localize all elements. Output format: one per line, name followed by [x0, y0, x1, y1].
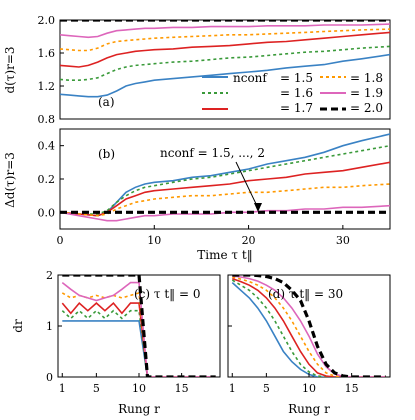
legend: nconf = 1.5 = 1.6 = 1.7 = 1.8 = 1.9 = 2.…	[202, 71, 383, 115]
xlabel-rung-d: Rung r	[288, 402, 330, 416]
legend-label-1.9: = 1.9	[350, 86, 383, 100]
ytick-label-b: 0.4	[38, 140, 56, 153]
ylabel-b: Δd(τ)r=3	[3, 152, 17, 208]
ytick-label-a: 0.8	[38, 113, 56, 126]
xtick-label-b: 10	[147, 234, 161, 247]
ytick-label-c: 1	[46, 320, 53, 333]
xtick-label-d: 15	[345, 382, 359, 395]
ytick-label-a: 2.0	[38, 14, 56, 27]
xtick-label-d: 10	[302, 382, 316, 395]
xtick-label-d: 1	[229, 382, 236, 395]
panel-c-plot	[61, 275, 216, 377]
panel-d-plot	[231, 275, 386, 377]
series-c-1-7	[61, 301, 216, 377]
ytick-label-a: 1.2	[38, 80, 56, 93]
panel-a-plot	[60, 20, 390, 98]
ylabel-a: d(τ)r=3	[3, 46, 17, 93]
panel-b-frame	[59, 128, 391, 230]
panel-b-label: (b)	[98, 147, 115, 161]
xtick-label-b: 20	[242, 234, 256, 247]
legend-label-1.6: = 1.6	[280, 86, 313, 100]
annotation-text: nconf = 1.5, ..., 2	[160, 146, 265, 160]
ytick-label-b: 0.0	[38, 206, 56, 219]
xtick-label-c: 15	[175, 382, 189, 395]
series-b-1-9	[60, 204, 390, 222]
panel-a-label: (a)	[98, 95, 115, 109]
xtick-label-d: 5	[263, 382, 270, 395]
series-b-1-7	[60, 161, 390, 217]
series-d-1-6	[231, 279, 386, 377]
series-a-1-5	[60, 53, 390, 98]
legend-label-1.5: = 1.5	[280, 71, 313, 85]
ytick-label-c: 0	[46, 371, 53, 384]
xlabel-rung-c: Rung r	[118, 402, 160, 416]
xtick-label-b: 0	[57, 234, 64, 247]
series-b-1-6	[60, 144, 390, 215]
series-d-1-7	[232, 277, 386, 377]
series-a-1-7	[60, 31, 390, 68]
xtick-label-b: 30	[336, 234, 350, 247]
xtick-label-c: 5	[93, 382, 100, 395]
legend-label-1.7: = 1.7	[280, 101, 313, 115]
series-a-1-9	[60, 23, 390, 39]
series-b-1-5	[60, 133, 390, 217]
series-c-1-9	[61, 281, 216, 377]
annotation-arrowhead	[254, 203, 262, 212]
series-a-1-6	[60, 45, 390, 81]
xtick-label-c: 10	[132, 382, 146, 395]
ytick-label-b: 0.2	[38, 173, 56, 186]
panel-b-plot	[60, 133, 390, 222]
series-d-1-9	[232, 275, 386, 377]
ytick-label-c: 2	[46, 269, 53, 282]
series-d-1-8	[232, 276, 386, 377]
ylabel-c: dr	[11, 319, 25, 333]
xtick-label-c: 1	[59, 382, 66, 395]
panel-d-label: (d) τ t‖ = 30	[268, 287, 343, 301]
ytick-label-a: 1.6	[38, 47, 56, 60]
xlabel-time: Time τ t‖	[197, 248, 252, 262]
annotation-arrow	[235, 161, 259, 209]
series-d-2-0	[232, 275, 386, 377]
panel-c-label: (c) τ t‖ = 0	[134, 287, 201, 301]
legend-label-1.8: = 1.8	[350, 71, 383, 85]
legend-label-2.0: = 2.0	[350, 101, 383, 115]
series-c-1-5	[62, 320, 216, 377]
series-a-1-8	[60, 28, 390, 52]
legend-prefix: nconf	[233, 71, 268, 85]
